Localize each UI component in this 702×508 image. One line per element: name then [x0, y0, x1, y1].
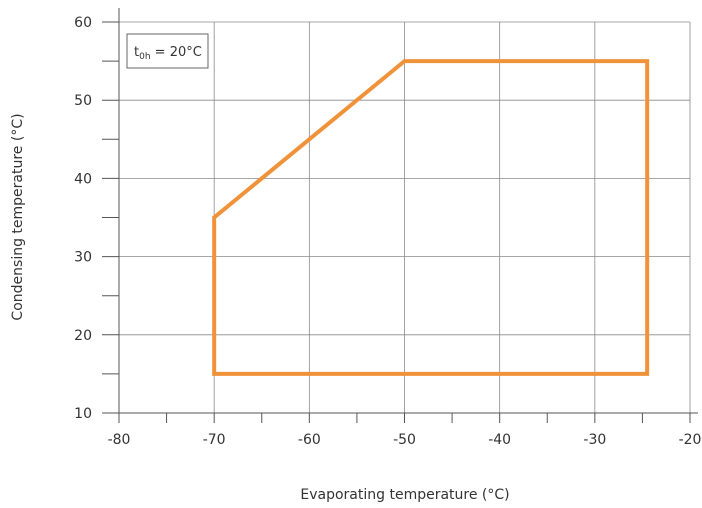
- x-tick-label: -50: [393, 432, 416, 448]
- x-tick-label: -70: [203, 432, 226, 448]
- envelope-line: [212, 59, 650, 376]
- annotation-rest: = 20°C: [151, 45, 202, 60]
- x-tick-label: -20: [679, 432, 702, 448]
- y-tick-label: 30: [74, 250, 92, 266]
- annotation-subscript: 0h: [139, 52, 150, 62]
- y-tick-labels: 10 20 30 40 50 60: [74, 15, 92, 422]
- y-tick-label: 10: [74, 406, 92, 422]
- x-tick-label: -60: [298, 432, 321, 448]
- svg-text:t0h = 20°C: t0h = 20°C: [134, 45, 202, 62]
- x-axis-label: Evaporating temperature (°C): [300, 487, 509, 503]
- x-tick-labels: -80 -70 -60 -50 -40 -30 -20: [108, 432, 702, 448]
- y-tick-label: 40: [74, 171, 92, 187]
- annotation-main: t: [134, 45, 139, 60]
- y-tick-label: 20: [74, 328, 92, 344]
- x-tick-label: -80: [108, 432, 131, 448]
- y-tick-label: 50: [74, 93, 92, 109]
- axes: [102, 8, 698, 423]
- x-tick-label: -40: [488, 432, 511, 448]
- series-layer: [212, 59, 650, 376]
- x-tick-label: -30: [583, 432, 606, 448]
- y-tick-label: 60: [74, 15, 92, 31]
- annotation-box: t0h = 20°C: [126, 33, 209, 69]
- grid: [119, 21, 691, 413]
- y-axis-label: Condensing temperature (°C): [10, 113, 26, 320]
